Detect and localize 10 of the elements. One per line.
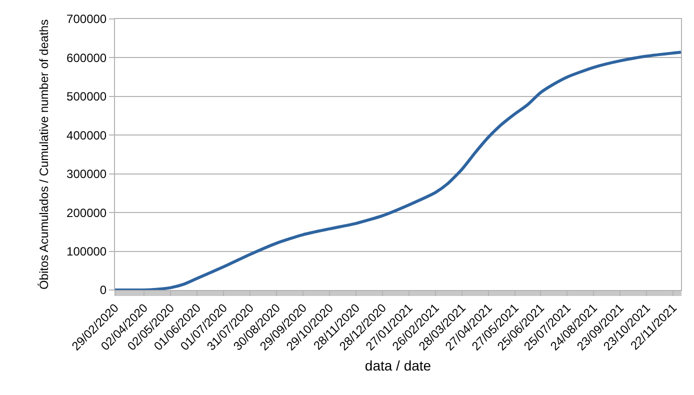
y-tick-label: 0	[100, 283, 107, 298]
y-tick-label: 400000	[66, 128, 107, 142]
y-tick-label: 700000	[66, 12, 107, 26]
y-tick-label: 100000	[66, 244, 107, 258]
y-tick-label: 600000	[66, 50, 107, 65]
y-tick-label: 300000	[66, 167, 107, 182]
x-axis-title: data / date	[364, 358, 432, 374]
y-tick-label: 500000	[66, 90, 107, 104]
y-tick-label: 200000	[66, 206, 107, 220]
y-axis-title: Óbitos Acumulados / Cumulative number of deaths	[36, 19, 51, 290]
